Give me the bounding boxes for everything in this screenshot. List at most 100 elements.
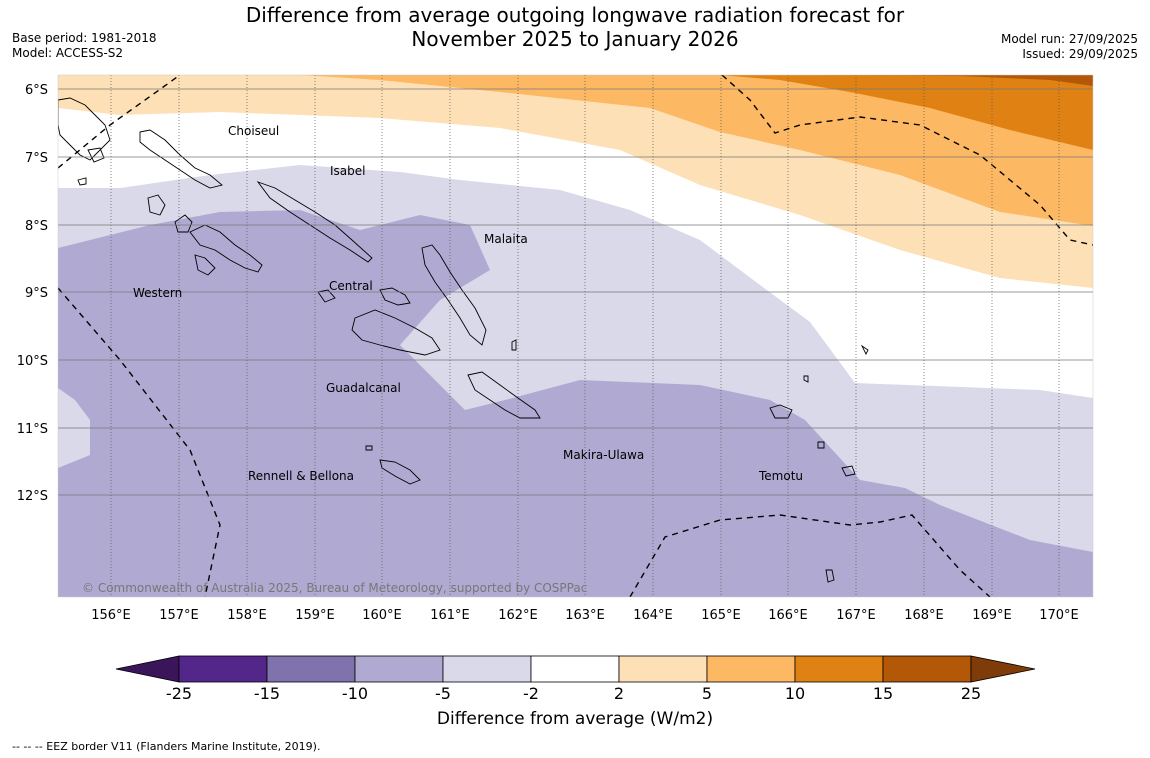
- coastlines: [58, 97, 869, 583]
- colorbar-segment: [178, 655, 268, 683]
- island-treasury: [87, 147, 105, 163]
- place-label-western: Western: [133, 286, 182, 300]
- island-malaita: [421, 244, 487, 346]
- lat-label: 11°S: [17, 422, 48, 437]
- island-vanikoro: [841, 465, 856, 477]
- base-period: Base period: 1981-2018: [12, 31, 157, 45]
- colorbar-label: Difference from average (W/m2): [436, 709, 714, 729]
- island-bellona: [365, 445, 373, 451]
- colorbar-segment: [354, 655, 444, 683]
- colorbar-tick-label: -5: [435, 684, 451, 703]
- colorbar-segment: [618, 655, 708, 683]
- lon-label: 169°E: [972, 608, 1012, 623]
- island-rendova: [194, 254, 216, 276]
- longitude-axis: 156°E 157°E 158°E 159°E 160°E 161°E 162°…: [91, 608, 1079, 623]
- eez-border-west: [58, 287, 221, 597]
- colorbar-tick-label: 5: [702, 684, 712, 703]
- colorbar-segment: [706, 655, 796, 683]
- colorbar-segment: [882, 655, 972, 683]
- colorbar-segment: [266, 655, 356, 683]
- eez-border-vanuatu: [629, 514, 991, 597]
- lon-label: 167°E: [836, 608, 876, 623]
- lon-label: 162°E: [498, 608, 538, 623]
- lat-label: 10°S: [17, 354, 48, 369]
- lat-label: 8°S: [25, 219, 48, 234]
- copyright-text: © Commonwealth of Australia 2025, Bureau…: [82, 581, 587, 595]
- map-area: Choiseul Isabel Malaita Western Central …: [58, 75, 1093, 597]
- place-label-central: Central: [329, 279, 373, 293]
- chart-title: Difference from average outgoing longwav…: [230, 3, 920, 51]
- eez-legend-note: -- -- -- EEZ border V11 (Flanders Marine…: [12, 740, 321, 753]
- lon-label: 160°E: [362, 608, 402, 623]
- colorbar-tick-label: 2: [614, 684, 624, 703]
- place-label-isabel: Isabel: [330, 164, 365, 178]
- colorbar-tick-label: 10: [785, 684, 805, 703]
- island-florida: [379, 287, 411, 306]
- colorbar-tick-label: -10: [342, 684, 368, 703]
- lon-label: 163°E: [565, 608, 605, 623]
- lat-label: 12°S: [17, 489, 48, 504]
- island-bougainville: [58, 97, 111, 161]
- lon-label: 166°E: [768, 608, 808, 623]
- colorbar-segment: [530, 655, 620, 683]
- island-tikopia: [825, 569, 835, 583]
- fill-15-to-25: [800, 75, 1093, 86]
- eez-borders: [58, 75, 1093, 597]
- lon-label: 164°E: [633, 608, 673, 623]
- island-duff: [803, 375, 809, 383]
- latitude-axis: 6°S 7°S 8°S 9°S 10°S 11°S 12°S: [17, 83, 48, 504]
- island-ontong: [860, 344, 869, 356]
- island-isabel: [256, 181, 373, 263]
- colorbar-segment: [442, 655, 532, 683]
- model-run: Model run: 27/09/2025: [1000, 32, 1138, 46]
- place-label-malaita: Malaita: [484, 232, 528, 246]
- island-rennell: [379, 459, 421, 485]
- island-kolombangara: [147, 194, 166, 216]
- longitude-gridlines: [110, 75, 1060, 597]
- island-santa-cruz: [769, 404, 793, 419]
- island-vella-lavella: [174, 214, 193, 233]
- place-label-guadalcanal: Guadalcanal: [326, 381, 401, 395]
- island-ulawa: [511, 339, 517, 351]
- fill-5-to-10: [300, 75, 1093, 226]
- island-guadalcanal: [351, 309, 441, 356]
- lon-label: 158°E: [227, 608, 267, 623]
- place-label-makira-ulawa: Makira-Ulawa: [563, 448, 644, 462]
- map-frame: [57, 74, 1094, 598]
- colorbar-tick-label: -15: [254, 684, 280, 703]
- lat-label: 7°S: [25, 151, 48, 166]
- island-makira: [467, 371, 541, 419]
- colorbar-extend-high: [970, 655, 1036, 683]
- lon-label: 170°E: [1039, 608, 1079, 623]
- island-choiseul: [139, 129, 223, 189]
- place-label-choiseul: Choiseul: [228, 124, 279, 138]
- island-shortland: [77, 177, 87, 186]
- lon-label: 168°E: [904, 608, 944, 623]
- lat-label: 9°S: [25, 286, 48, 301]
- lon-label: 165°E: [701, 608, 741, 623]
- meta-left: Base period: 1981-2018 Model: ACCESS-S2: [12, 31, 157, 61]
- lon-label: 157°E: [159, 608, 199, 623]
- island-utupua: [817, 441, 825, 449]
- lon-label: 159°E: [295, 608, 335, 623]
- colorbar-tick-label: -2: [523, 684, 539, 703]
- fill-10-to-15: [720, 75, 1093, 150]
- colorbar-segment: [794, 655, 884, 683]
- title-line-2: November 2025 to January 2026: [411, 27, 739, 51]
- lon-label: 161°E: [430, 608, 470, 623]
- colorbar-tick-label: 15: [873, 684, 893, 703]
- colorbar-tick-label: 25: [961, 684, 981, 703]
- lon-label: 156°E: [91, 608, 131, 623]
- model-name: Model: ACCESS-S2: [12, 46, 124, 60]
- colorbar-extend-low: [115, 655, 180, 683]
- colorbar: -25 -15 -10 -5 -2 2 5 10 15 25: [115, 655, 1036, 703]
- lat-label: 6°S: [25, 83, 48, 98]
- meta-right: Model run: 27/09/2025 Issued: 29/09/2025: [1001, 32, 1138, 62]
- latitude-gridlines: [58, 88, 1093, 496]
- issued-date: Issued: 29/09/2025: [1022, 47, 1138, 61]
- place-label-temotu: Temotu: [758, 469, 803, 483]
- place-label-rennell-bellona: Rennell & Bellona: [248, 469, 354, 483]
- island-russell: [317, 289, 336, 303]
- eez-border-tuvalu: [721, 75, 1093, 246]
